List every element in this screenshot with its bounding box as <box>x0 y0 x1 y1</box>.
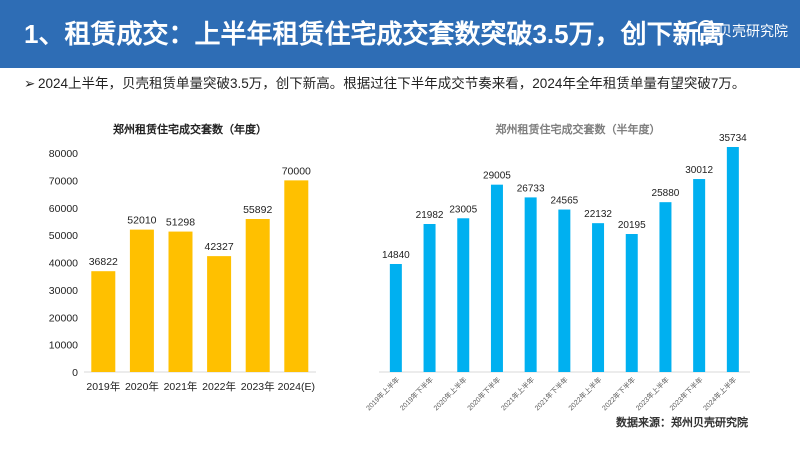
left-x-tick: 2020年 <box>125 380 159 393</box>
left-y-tick: 0 <box>72 367 78 379</box>
right-x-tick: 2019年上半年 <box>364 375 401 412</box>
left-x-tick: 2021年 <box>164 380 198 393</box>
right-x-tick: 2022年下半年 <box>600 375 637 412</box>
left-y-tick: 60000 <box>49 203 78 215</box>
left-y-tick: 50000 <box>49 230 78 242</box>
left-bar <box>207 256 232 372</box>
right-data-label: 20195 <box>618 220 646 231</box>
right-bar <box>457 218 470 372</box>
left-bar <box>129 229 154 372</box>
right-bar <box>693 179 706 372</box>
left-y-tick: 10000 <box>49 340 78 352</box>
right-bar <box>659 202 672 372</box>
left-bar <box>245 218 270 372</box>
bullet-arrow-icon: ➢ <box>24 76 36 91</box>
left-x-tick: 2019年 <box>86 380 120 393</box>
bullet-content: 2024上半年，贝壳租赁单量突破3.5万，创下新高。根据过往下半年成交节奏来看，… <box>38 76 746 91</box>
left-chart-title: 郑州租赁住宅成交套数（年度） <box>113 122 267 136</box>
right-bar <box>423 224 436 372</box>
right-bar <box>389 263 402 372</box>
right-data-label: 35734 <box>719 133 747 144</box>
right-bar <box>524 197 537 372</box>
right-bar <box>726 146 739 372</box>
right-x-tick: 2023年上半年 <box>634 375 671 412</box>
right-x-tick: 2023年下半年 <box>667 375 704 412</box>
logo-text: 贝壳研究院 <box>718 23 788 39</box>
data-source: 数据来源：郑州贝壳研究院 <box>616 417 748 429</box>
right-data-label: 22132 <box>584 209 612 220</box>
page-title: 1、租赁成交：上半年租赁住宅成交套数突破3.5万，创下新高 <box>24 19 725 49</box>
right-data-label: 30012 <box>685 165 713 176</box>
bullet-text: ➢ 2024上半年，贝壳租赁单量突破3.5万，创下新高。根据过往下半年成交节奏来看… <box>24 74 768 94</box>
right-x-tick: 2024年上半年 <box>701 375 738 412</box>
left-x-tick: 2023年 <box>241 380 275 393</box>
left-data-label: 36822 <box>89 256 118 268</box>
right-chart-title: 郑州租赁住宅成交套数（半年度） <box>496 122 661 136</box>
header-bar: 1、租赁成交：上半年租赁住宅成交套数突破3.5万，创下新高 贝壳研究院 <box>0 0 800 68</box>
right-x-tick: 2019年下半年 <box>398 375 435 412</box>
right-bar <box>558 209 571 372</box>
logo: 贝壳研究院 <box>698 20 788 42</box>
right-data-label: 21982 <box>416 210 444 221</box>
right-x-tick: 2022年上半年 <box>566 375 603 412</box>
right-data-label: 14840 <box>382 250 410 261</box>
left-x-tick: 2024(E) <box>278 381 315 393</box>
left-data-label: 55892 <box>243 204 272 216</box>
left-y-tick: 80000 <box>49 148 78 160</box>
right-x-tick: 2020年下半年 <box>465 375 502 412</box>
left-data-label: 42327 <box>204 241 233 253</box>
right-data-label: 29005 <box>483 171 511 182</box>
left-data-label: 70000 <box>282 165 311 177</box>
right-x-tick: 2021年下半年 <box>533 375 570 412</box>
right-bar <box>490 184 503 372</box>
left-y-tick: 70000 <box>49 175 78 187</box>
left-data-label: 51298 <box>166 217 195 229</box>
right-x-tick: 2021年上半年 <box>499 375 536 412</box>
left-data-label: 52010 <box>127 215 156 227</box>
right-bar <box>592 223 605 372</box>
left-y-tick: 40000 <box>49 258 78 270</box>
right-data-label: 24565 <box>550 196 578 207</box>
right-data-label: 23005 <box>449 204 477 215</box>
right-data-label: 25880 <box>652 188 680 199</box>
right-x-tick: 2020年上半年 <box>431 375 468 412</box>
left-bar <box>284 180 309 372</box>
left-bar <box>91 271 116 372</box>
right-bar <box>625 234 638 372</box>
right-data-label: 26733 <box>517 183 545 194</box>
left-x-tick: 2022年 <box>202 380 236 393</box>
left-y-tick: 30000 <box>49 285 78 297</box>
left-bar <box>168 231 193 372</box>
logo-icon <box>698 20 714 42</box>
left-y-tick: 20000 <box>49 312 78 324</box>
